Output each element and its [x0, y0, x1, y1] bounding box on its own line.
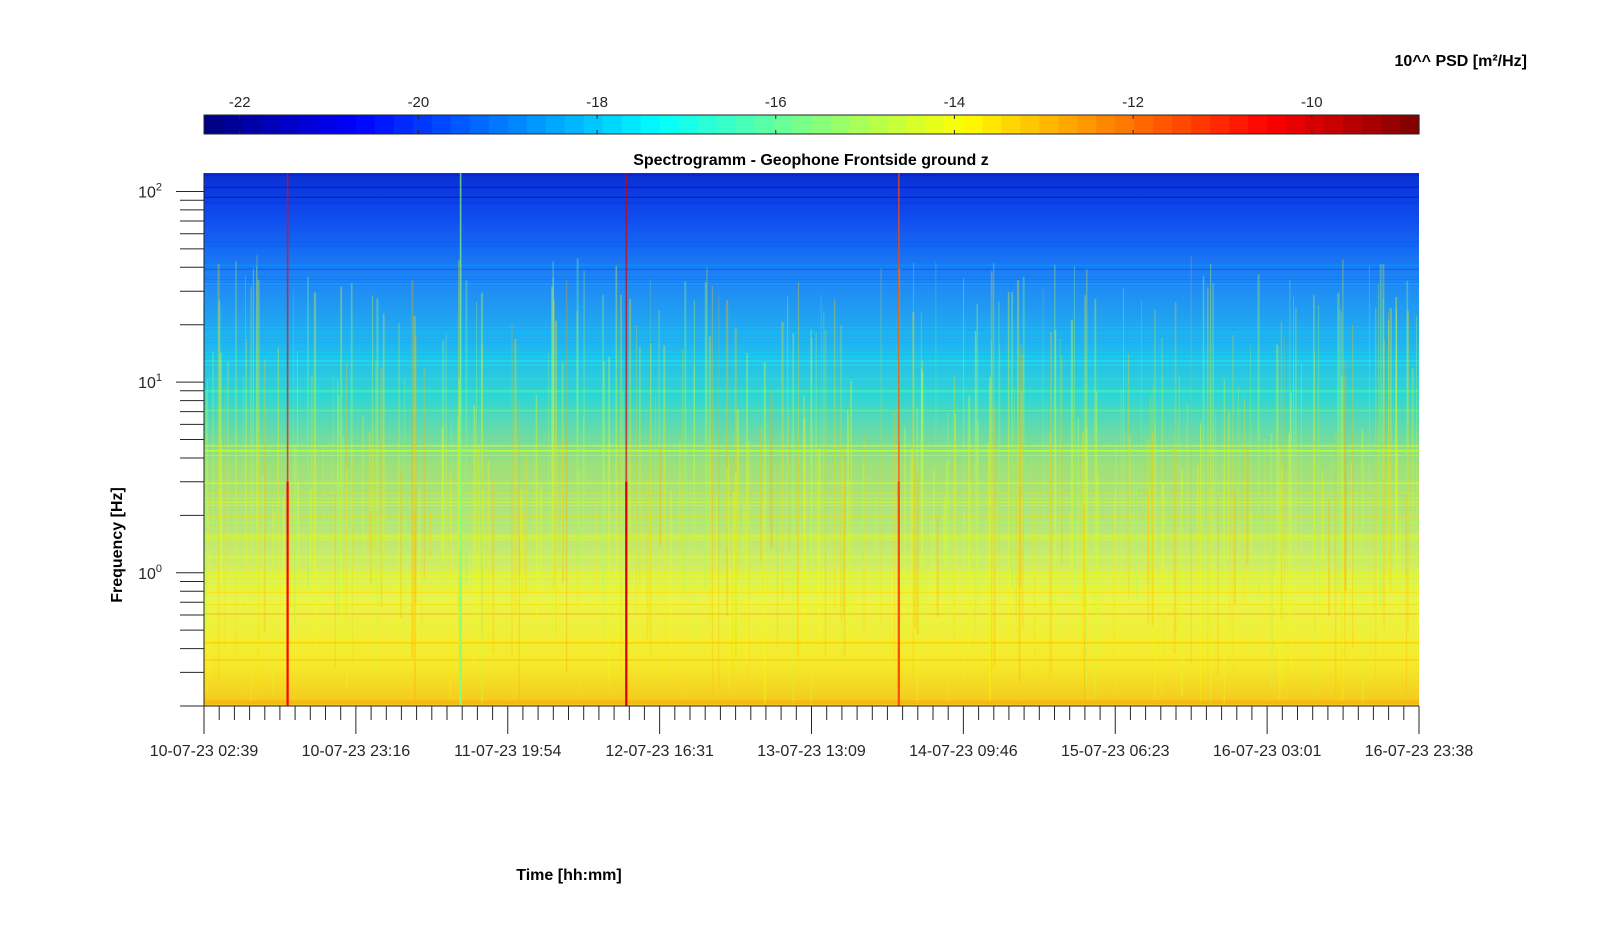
colorbar-cell	[545, 115, 566, 134]
y-axis-label: Frequency [Hz]	[109, 487, 126, 603]
colorbar-cell	[1286, 115, 1306, 134]
colorbar-tick-label: -14	[944, 94, 966, 111]
colorbar-cell	[1134, 115, 1154, 134]
colorbar-cell	[792, 115, 813, 134]
colorbar-cell	[982, 115, 1002, 134]
x-axis: 10-07-23 02:39 10-07-23 23:16 11-07-23 19:…	[150, 705, 1474, 760]
colorbar-cell	[450, 115, 471, 134]
x-tick-label: 10-07-23 02:39	[150, 743, 259, 760]
colorbar-cell	[811, 115, 832, 134]
colorbar-cell	[1248, 115, 1268, 134]
colorbar-cell	[887, 115, 908, 134]
colorbar-cell	[1267, 115, 1287, 134]
colorbar-cell	[773, 115, 794, 134]
colorbar-cell	[336, 115, 357, 134]
colorbar-tick-label: -22	[229, 94, 251, 111]
colorbar-cell	[925, 115, 945, 134]
x-axis-label: Time [hh:mm]	[516, 867, 621, 884]
colorbar-ticks: -22 -20 -18 -16 -14 -12 -10	[229, 94, 1323, 134]
colorbar-cell	[849, 115, 870, 134]
colorbar-cell	[1172, 115, 1192, 134]
colorbar-cell	[1058, 115, 1078, 134]
colorbar-cell	[963, 115, 983, 134]
colorbar-cell	[1229, 115, 1249, 134]
colorbar-cell	[735, 115, 756, 134]
y-tick-label: 102	[138, 182, 162, 202]
x-tick-label: 16-07-23 03:01	[1213, 743, 1322, 760]
colorbar-cell	[1077, 115, 1097, 134]
colorbar-cell	[906, 115, 926, 134]
colorbar-cell	[1305, 115, 1325, 134]
colorbar-cell	[564, 115, 585, 134]
x-tick-label: 11-07-23 19:54	[454, 743, 561, 760]
colorbar-label: 10^^ PSD [m²/Hz]	[1395, 53, 1527, 70]
colorbar-cell	[659, 115, 680, 134]
x-tick-label: 12-07-23 16:31	[605, 743, 714, 760]
colorbar-cell	[355, 115, 376, 134]
y-axis: 100 101 102	[138, 173, 205, 707]
spectrogram-texture	[204, 174, 1419, 706]
colorbar-cell	[583, 115, 604, 134]
colorbar-cell	[830, 115, 851, 134]
colorbar-cell	[412, 115, 433, 134]
colorbar-cell	[716, 115, 737, 134]
colorbar-cell	[1020, 115, 1040, 134]
colorbar-cell	[488, 115, 509, 134]
colorbar-cell	[222, 115, 243, 134]
colorbar-cell	[431, 115, 452, 134]
colorbar-cell	[507, 115, 528, 134]
y-tick-label: 100	[138, 563, 162, 583]
colorbar-cell	[1096, 115, 1116, 134]
colorbar-cell	[1001, 115, 1021, 134]
colorbar-cell	[697, 115, 718, 134]
colorbar-tick-label: -18	[586, 94, 608, 111]
colorbar-cell	[393, 115, 414, 134]
x-tick-label: 14-07-23 09:46	[909, 743, 1018, 760]
colorbar-cell	[374, 115, 395, 134]
colorbar-cell	[678, 115, 699, 134]
colorbar-tick-label: -16	[765, 94, 787, 111]
colorbar-cell	[317, 115, 338, 134]
chart-title: Spectrogramm - Geophone Frontside ground…	[633, 152, 989, 169]
colorbar-cell	[868, 115, 889, 134]
y-tick-label: 101	[138, 372, 162, 392]
x-tick-label: 10-07-23 23:16	[302, 743, 411, 760]
colorbar-cell	[621, 115, 642, 134]
colorbar: -22 -20 -18 -16 -14 -12 -10 10^^ PSD [m²/Hz]	[203, 53, 1527, 135]
colorbar-tick-label: -20	[408, 94, 430, 111]
colorbar-cell	[1210, 115, 1230, 134]
colorbar-cell	[1153, 115, 1173, 134]
colorbar-cell	[1362, 115, 1382, 134]
colorbar-cell	[260, 115, 281, 134]
colorbar-cell	[298, 115, 319, 134]
spectrogram-image	[204, 173, 1419, 706]
colorbar-cell	[241, 115, 262, 134]
colorbar-cell	[204, 115, 224, 134]
colorbar-frame	[203, 114, 1420, 135]
colorbar-tick-label: -12	[1122, 94, 1144, 111]
colorbar-cell	[640, 115, 661, 134]
x-tick-label: 15-07-23 06:23	[1061, 743, 1170, 760]
colorbar-cell	[944, 115, 964, 134]
colorbar-cell	[1324, 115, 1344, 134]
colorbar-cell	[1400, 115, 1420, 134]
colorbar-cell	[602, 115, 623, 134]
colorbar-cell	[1381, 115, 1401, 134]
x-tick-label: 13-07-23 13:09	[757, 743, 866, 760]
colorbar-cell	[1115, 115, 1135, 134]
colorbar-cell	[279, 115, 300, 134]
colorbar-cell	[754, 115, 775, 134]
x-tick-label: 16-07-23 23:38	[1365, 743, 1474, 760]
transient-events	[286, 173, 900, 706]
colorbar-cell	[469, 115, 490, 134]
plot-area	[204, 173, 1419, 706]
colorbar-tick-label: -10	[1301, 94, 1323, 111]
colorbar-cell	[526, 115, 547, 134]
colorbar-cell	[1191, 115, 1211, 134]
colorbar-cell	[1039, 115, 1059, 134]
colorbar-cell	[1343, 115, 1363, 134]
colorbar-gradient	[204, 115, 1420, 134]
